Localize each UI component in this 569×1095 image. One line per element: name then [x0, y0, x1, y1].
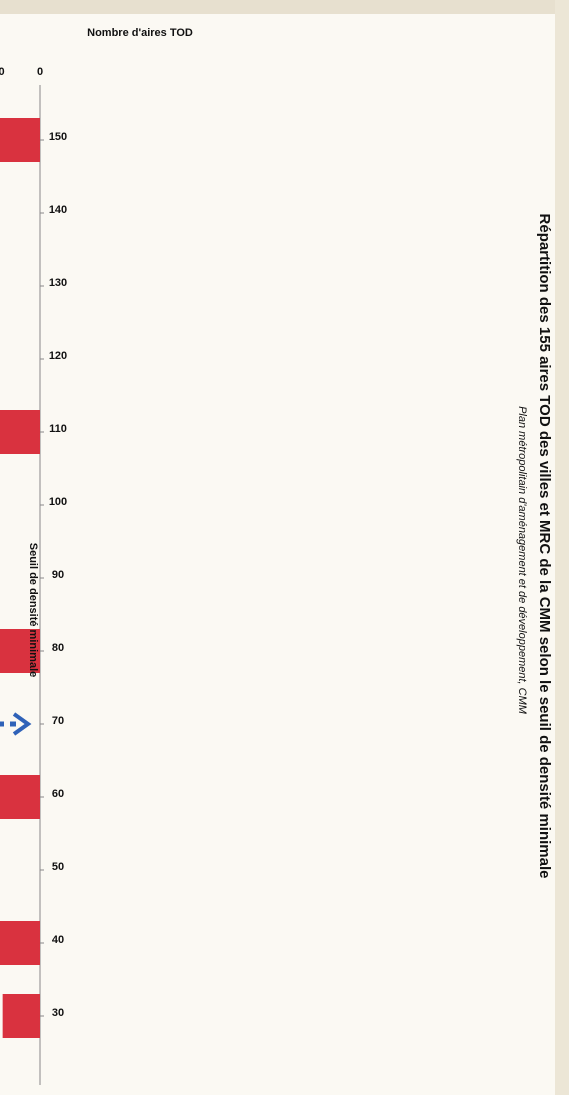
bar — [2, 994, 40, 1038]
bar — [0, 118, 40, 162]
x-tick-label: 140 — [49, 204, 67, 216]
chart-title: Répartition des 155 aires TOD des villes… — [536, 214, 553, 879]
x-tick-label: 50 — [52, 861, 64, 873]
x-tick-label: 150 — [49, 131, 67, 143]
x-tick-label: 70 — [52, 715, 64, 727]
x-tick-label: 130 — [49, 277, 67, 289]
y-axis-title: Nombre d'aires TOD — [87, 27, 193, 39]
x-tick-label: 40 — [52, 934, 64, 946]
x-tick-label: 110 — [49, 423, 67, 435]
x-tick-label: 120 — [49, 350, 67, 362]
bar — [0, 775, 40, 819]
x-axis-title: Seuil de densité minimale — [27, 543, 39, 678]
bar — [0, 410, 40, 454]
x-tick-label: 90 — [52, 569, 64, 581]
x-tick-label: 60 — [52, 788, 64, 800]
x-tick-label: 100 — [49, 496, 67, 508]
chart-subtitle: Plan métropolitain d'aménagement et de d… — [516, 406, 528, 715]
arrow-head — [12, 712, 32, 736]
x-tick-label: 30 — [52, 1007, 64, 1019]
bar — [0, 921, 40, 965]
x-tick-label: 80 — [52, 642, 64, 654]
y-tick-label: 0 — [37, 66, 43, 78]
y-tick-label: 10 — [0, 66, 5, 78]
